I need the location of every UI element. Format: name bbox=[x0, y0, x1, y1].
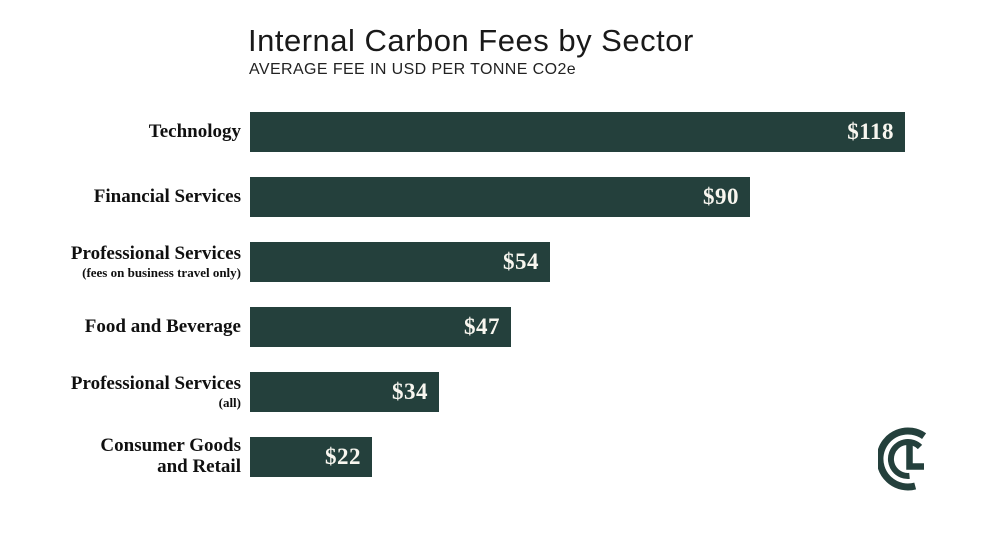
bar-label: Food and Beverage bbox=[0, 315, 250, 338]
bar-chart: Technology $118 Financial Services $90 Profe… bbox=[0, 112, 991, 502]
bar-value-label: $34 bbox=[392, 379, 428, 404]
bar-label-line: Financial Services bbox=[93, 185, 241, 207]
bar: $47 bbox=[250, 307, 511, 347]
bar-label: Financial Services bbox=[0, 185, 250, 208]
bar-value-label: $90 bbox=[703, 184, 739, 209]
bar-label-note: (fees on business travel only) bbox=[82, 264, 241, 280]
bar-value-label: $54 bbox=[503, 249, 539, 274]
bar-value-label: $47 bbox=[464, 314, 500, 339]
bar-value-label: $118 bbox=[847, 119, 894, 144]
bar-label-line: Food and Beverage bbox=[84, 315, 241, 337]
bar-label: Professional Services (fees on business t… bbox=[0, 244, 250, 280]
bar-label-line: Professional Services bbox=[70, 373, 241, 395]
bar: $54 bbox=[250, 242, 550, 282]
bar-label-line: Technology bbox=[148, 120, 241, 142]
chart-row: Financial Services $90 bbox=[0, 177, 991, 217]
logo-inner-arc bbox=[887, 438, 923, 479]
cl-monogram-logo bbox=[878, 427, 927, 491]
chart-row: Technology $118 bbox=[0, 112, 991, 152]
chart-header: Internal Carbon Fees by Sector AVERAGE F… bbox=[248, 23, 694, 79]
bar: $22 bbox=[250, 437, 372, 477]
chart-title: Internal Carbon Fees by Sector bbox=[248, 23, 694, 58]
chart-row: Professional Services (all) $34 bbox=[0, 372, 991, 412]
bar: $118 bbox=[250, 112, 905, 152]
bar-label-line: Professional Services bbox=[70, 243, 241, 265]
bar-label-line: Consumer Goods bbox=[100, 435, 241, 457]
bar-label: Professional Services (all) bbox=[0, 374, 250, 410]
bar-label-line: and Retail bbox=[157, 456, 241, 477]
chart-row: Professional Services (fees on business t… bbox=[0, 242, 991, 282]
bar: $34 bbox=[250, 372, 439, 412]
bar: $90 bbox=[250, 177, 750, 217]
chart-row: Consumer Goods and Retail $22 bbox=[0, 436, 991, 477]
logo-letter-l bbox=[906, 443, 924, 470]
bar-label-note: (all) bbox=[218, 394, 241, 410]
logo-outer-arc bbox=[878, 427, 927, 491]
bar-label: Consumer Goods and Retail bbox=[0, 436, 250, 477]
chart-subtitle: AVERAGE FEE IN USD PER TONNE CO2e bbox=[249, 61, 577, 79]
chart-row: Food and Beverage $47 bbox=[0, 307, 991, 347]
bar-label: Technology bbox=[0, 120, 250, 143]
bar-value-label: $22 bbox=[325, 444, 361, 469]
